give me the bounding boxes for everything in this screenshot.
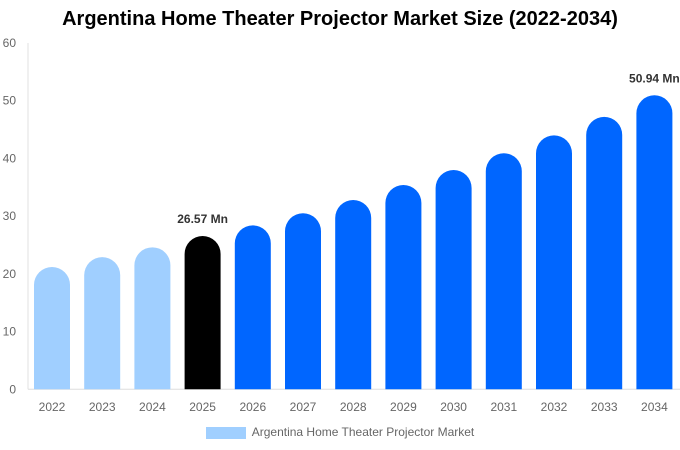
x-tick-label: 2022 [39,400,66,414]
y-tick-label: 60 [3,36,17,50]
x-tick-label: 2026 [239,400,266,414]
y-tick-label: 50 [3,94,17,108]
bar-2030 [435,169,472,390]
chart-title: Argentina Home Theater Projector Market … [62,8,618,30]
y-tick-label: 0 [9,382,16,396]
bar-2032 [536,135,572,390]
bar-2022 [34,266,70,390]
y-tick-label: 10 [3,325,17,339]
bar-2025 [184,235,221,390]
x-tick-label: 2033 [591,400,618,414]
x-tick-label: 2024 [139,400,166,414]
legend-swatch [205,426,246,439]
x-tick-label: 2034 [641,400,668,414]
legend: Argentina Home Theater Projector Market [0,425,680,439]
y-tick-label: 20 [3,267,17,281]
x-tick-label: 2032 [541,400,568,414]
x-tick-label: 2023 [89,400,116,414]
x-tick-label: 2029 [390,400,417,414]
bar-2033 [586,116,623,390]
bar-2024 [134,247,171,390]
bar-2029 [385,184,422,390]
x-tick-label: 2025 [189,400,216,414]
data-label: 26.57 Mn [177,212,228,226]
y-tick-label: 30 [3,209,17,223]
legend-label: Argentina Home Theater Projector Market [251,425,475,439]
bar-2023 [84,257,121,390]
bar-2034 [636,95,673,390]
bar-2031 [485,153,522,390]
x-tick-label: 2030 [440,400,467,414]
x-tick-label: 2031 [490,400,517,414]
x-tick-label: 2028 [340,400,367,414]
x-tick-label: 2027 [290,400,317,414]
y-tick-label: 40 [3,151,17,165]
bar-2027 [285,213,321,390]
data-label: 50.94 Mn [629,71,680,85]
bar-2026 [234,225,271,390]
bar-2028 [335,199,372,390]
